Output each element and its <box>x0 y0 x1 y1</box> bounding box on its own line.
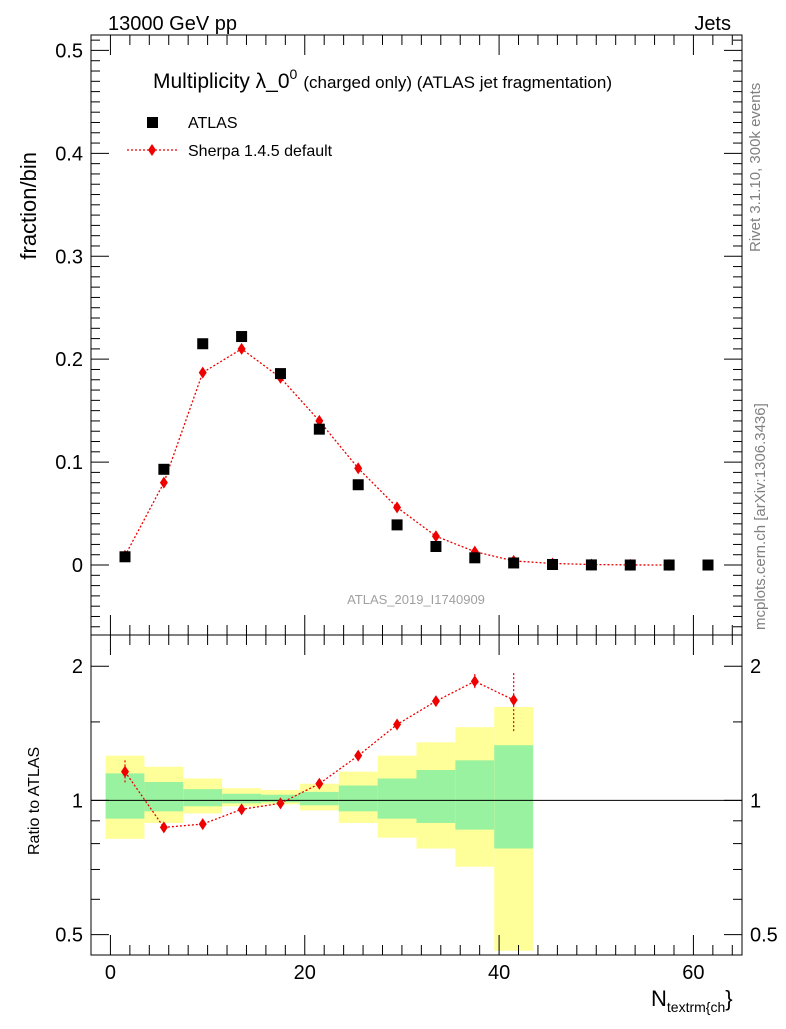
title-suffix: (charged only) (ATLAS jet fragmentation) <box>303 73 612 92</box>
data-point <box>585 559 597 571</box>
side-info: Rivet 3.1.10, 300k events <box>747 83 764 252</box>
ratio-band-green <box>183 789 223 807</box>
ratio-tick-label: 1 <box>72 790 83 812</box>
ratio-point <box>470 675 479 688</box>
data-point <box>508 557 520 569</box>
data-point <box>119 551 131 563</box>
ratio-line <box>124 680 514 829</box>
data-point <box>702 559 714 571</box>
data-point <box>547 559 559 571</box>
ratio-tick-label: 2 <box>750 656 761 678</box>
title-main: Multiplicity λ_0 <box>153 70 290 93</box>
data-point <box>236 331 248 343</box>
mc-point <box>354 462 363 475</box>
mc-point <box>431 530 440 543</box>
y-tick-label: 0.3 <box>55 246 83 268</box>
ratio-point <box>276 797 285 810</box>
data-point <box>158 463 170 475</box>
title-superscript: 0 <box>290 66 298 82</box>
data-point <box>391 519 403 531</box>
ratio-point <box>237 803 246 816</box>
x-label-main: N <box>651 986 667 1011</box>
ratio-band-green <box>144 781 184 812</box>
plot-title: Multiplicity λ_00 (charged only) (ATLAS j… <box>153 66 612 93</box>
ratio-band-green <box>455 760 495 830</box>
ratio-point <box>121 765 130 778</box>
x-tick-label: 40 <box>488 962 510 984</box>
ratio-band-green <box>377 778 417 819</box>
mc-point <box>198 366 207 379</box>
ratio-point <box>431 695 440 708</box>
ratio-point <box>198 818 207 831</box>
data-point <box>352 479 364 491</box>
data-point <box>313 423 325 435</box>
ratio-point <box>315 777 324 790</box>
main-panel: fraction/bin Multiplicity λ_00 (charged o… <box>16 34 743 636</box>
x-tick-label: 60 <box>682 962 704 984</box>
ratio-point <box>509 693 518 706</box>
side-reference: mcplots.cern.ch [arXiv:1306.3436] <box>752 403 769 630</box>
legend-data-label: ATLAS <box>188 115 238 132</box>
data-point <box>430 540 442 552</box>
legend-data-marker <box>147 117 158 128</box>
x-tick-label: 0 <box>105 962 116 984</box>
mc-point <box>237 342 246 355</box>
y-tick-label: 0.5 <box>55 40 83 62</box>
x-label-close: } <box>725 986 732 1011</box>
ratio-point <box>159 821 168 834</box>
data-point <box>197 338 209 350</box>
ratio-point <box>354 749 363 762</box>
legend-mc-label: Sherpa 1.4.5 default <box>188 143 333 160</box>
ratio-band-green <box>338 785 378 812</box>
y-axis-label: fraction/bin <box>16 152 41 260</box>
ratio-axis-label: Ratio to ATLAS <box>26 747 43 855</box>
ratio-band-green <box>222 793 262 804</box>
ratio-tick-label: 0.5 <box>750 925 778 947</box>
ratio-tick-label: 2 <box>72 656 83 678</box>
ratio-tick-label: 0.5 <box>55 925 83 947</box>
ratio-panel: 0.5 0.5 1 1 2 2 Ratio to ATLAS <box>26 634 778 956</box>
ratio-band-green <box>416 770 456 823</box>
data-point <box>663 559 675 571</box>
x-axis-label: Ntextrm{ch} <box>651 986 733 1015</box>
data-point <box>469 552 481 564</box>
y-tick-label: 0 <box>72 555 83 577</box>
data-point <box>274 368 286 380</box>
ratio-band-green <box>299 791 339 806</box>
mc-point <box>159 476 168 489</box>
analysis-watermark: ATLAS_2019_I1740909 <box>347 592 485 607</box>
x-tick-label: 20 <box>294 962 316 984</box>
legend: ATLAS Sherpa 1.4.5 default <box>127 115 333 160</box>
mc-line <box>124 348 670 566</box>
y-tick-label: 0.2 <box>55 349 83 371</box>
legend-mc-marker <box>148 144 156 156</box>
energy-label: 13000 GeV pp <box>108 13 237 35</box>
x-label-sub: textrm{ch <box>667 999 725 1015</box>
category-label: Jets <box>694 13 731 35</box>
ratio-tick-label: 1 <box>750 790 761 812</box>
ratio-band-green <box>494 745 534 849</box>
y-tick-label: 0.4 <box>55 143 83 165</box>
ratio-plot-frame <box>90 634 743 956</box>
mc-point <box>393 501 402 514</box>
data-point <box>624 559 636 571</box>
y-tick-label: 0.1 <box>55 452 83 474</box>
ratio-band-green <box>105 773 145 819</box>
ratio-point <box>393 718 402 731</box>
